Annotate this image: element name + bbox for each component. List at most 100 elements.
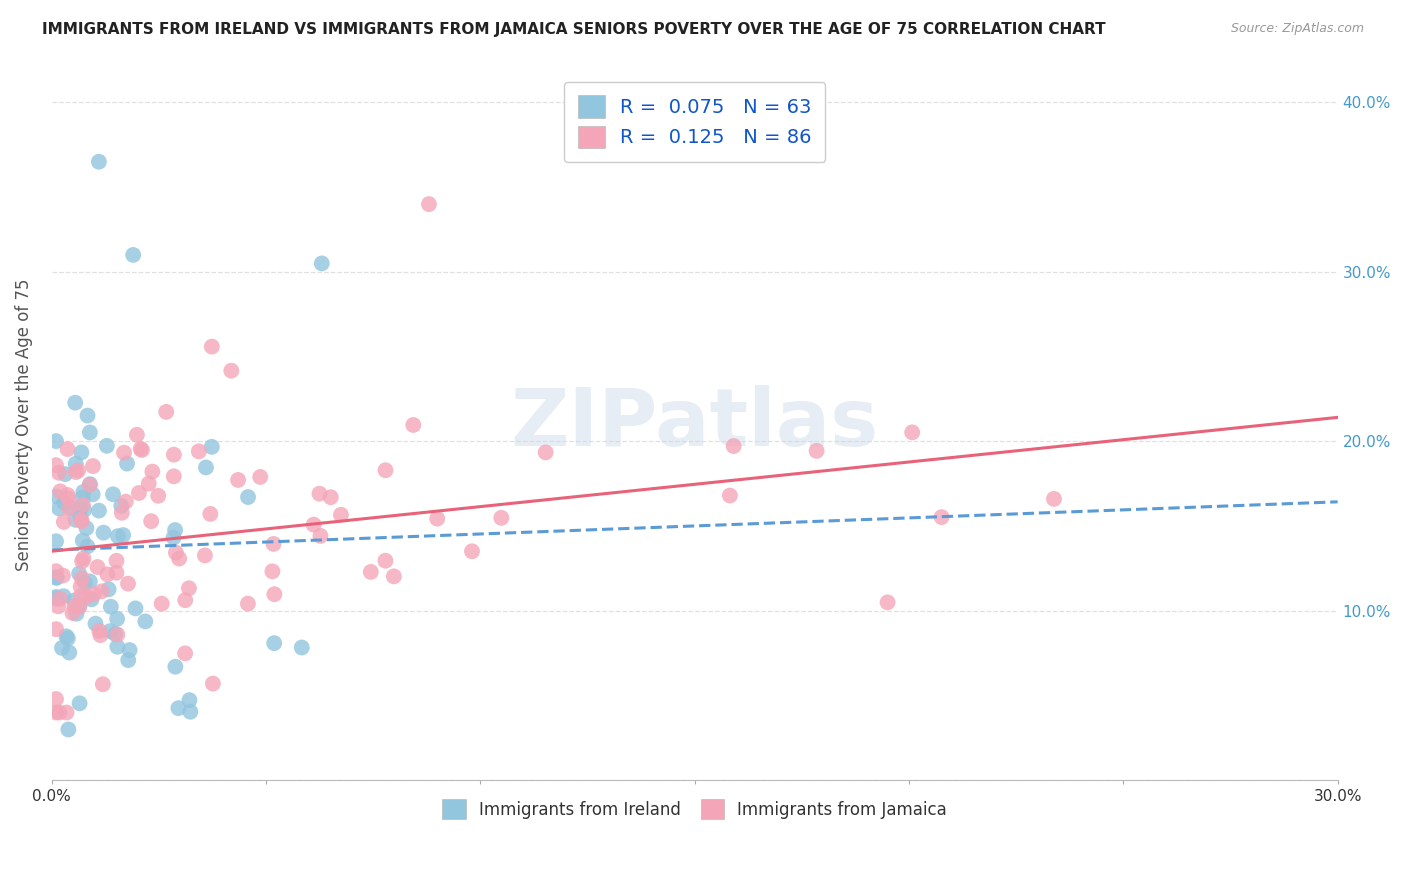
Point [67, 463, 90, 477]
Point [45, 622, 67, 636]
Point [194, 549, 217, 563]
Point [491, 511, 513, 525]
Point [131, 443, 153, 458]
Point [86, 560, 108, 574]
Point [221, 364, 243, 378]
Point [90, 584, 112, 599]
Point [263, 636, 285, 650]
Point [262, 565, 284, 579]
Point [72, 484, 94, 499]
Point [125, 427, 148, 442]
Point [79, 425, 101, 440]
Point [112, 446, 135, 460]
Point [63, 599, 86, 614]
Point [51, 640, 73, 655]
Point [105, 640, 128, 654]
Point [63, 395, 86, 409]
Point [174, 593, 197, 607]
Point [69, 696, 91, 710]
Point [45, 434, 67, 449]
Point [56, 488, 79, 502]
Point [45, 458, 67, 472]
Point [45, 570, 67, 584]
Point [79, 574, 101, 589]
Point [128, 486, 150, 500]
Point [122, 248, 145, 262]
Point [876, 595, 898, 609]
Point [226, 473, 249, 487]
Point [141, 514, 163, 528]
Point [163, 469, 186, 483]
Point [67, 599, 90, 614]
Point [201, 676, 224, 690]
Point [723, 439, 745, 453]
Point [105, 554, 128, 568]
Point [134, 615, 156, 629]
Point [901, 425, 924, 440]
Point [69, 580, 91, 594]
Point [141, 465, 163, 479]
Point [163, 448, 186, 462]
Point [45, 534, 67, 549]
Point [62, 606, 84, 620]
Point [72, 533, 94, 548]
Point [200, 507, 222, 521]
Point [117, 653, 139, 667]
Point [329, 508, 352, 522]
Point [302, 517, 325, 532]
Point [80, 592, 103, 607]
Point [73, 503, 96, 517]
Point [263, 537, 285, 551]
Point [718, 489, 741, 503]
Point [100, 599, 122, 614]
Point [91, 677, 114, 691]
Point [124, 601, 146, 615]
Text: Source: ZipAtlas.com: Source: ZipAtlas.com [1230, 22, 1364, 36]
Point [52, 568, 75, 582]
Point [58, 723, 80, 737]
Point [201, 340, 224, 354]
Point [93, 525, 115, 540]
Point [45, 490, 67, 504]
Point [65, 607, 87, 621]
Point [48, 466, 70, 480]
Point [165, 546, 187, 560]
Point [105, 612, 128, 626]
Point [49, 484, 72, 499]
Point [111, 506, 134, 520]
Point [96, 567, 118, 582]
Point [162, 531, 184, 545]
Point [87, 503, 110, 517]
Point [84, 616, 107, 631]
Point [179, 705, 201, 719]
Point [45, 692, 67, 706]
Point [49, 591, 72, 606]
Point [48, 501, 70, 516]
Point [97, 582, 120, 597]
Point [70, 514, 93, 528]
Point [931, 510, 953, 524]
Point [115, 457, 138, 471]
Point [105, 627, 128, 641]
Point [56, 442, 79, 456]
Point [70, 445, 93, 459]
Point [82, 459, 104, 474]
Point [105, 566, 128, 580]
Point [236, 490, 259, 504]
Point [75, 521, 97, 535]
Point [58, 501, 80, 516]
Point [75, 576, 97, 591]
Point [101, 487, 124, 501]
Point [69, 513, 91, 527]
Point [69, 510, 91, 524]
Point [46, 599, 69, 614]
Point [55, 629, 77, 643]
Legend: Immigrants from Ireland, Immigrants from Jamaica: Immigrants from Ireland, Immigrants from… [436, 793, 953, 825]
Point [167, 551, 190, 566]
Point [56, 632, 79, 646]
Point [110, 499, 132, 513]
Point [60, 500, 83, 515]
Point [167, 701, 190, 715]
Point [89, 628, 111, 642]
Text: IMMIGRANTS FROM IRELAND VS IMMIGRANTS FROM JAMAICA SENIORS POVERTY OVER THE AGE : IMMIGRANTS FROM IRELAND VS IMMIGRANTS FR… [42, 22, 1105, 37]
